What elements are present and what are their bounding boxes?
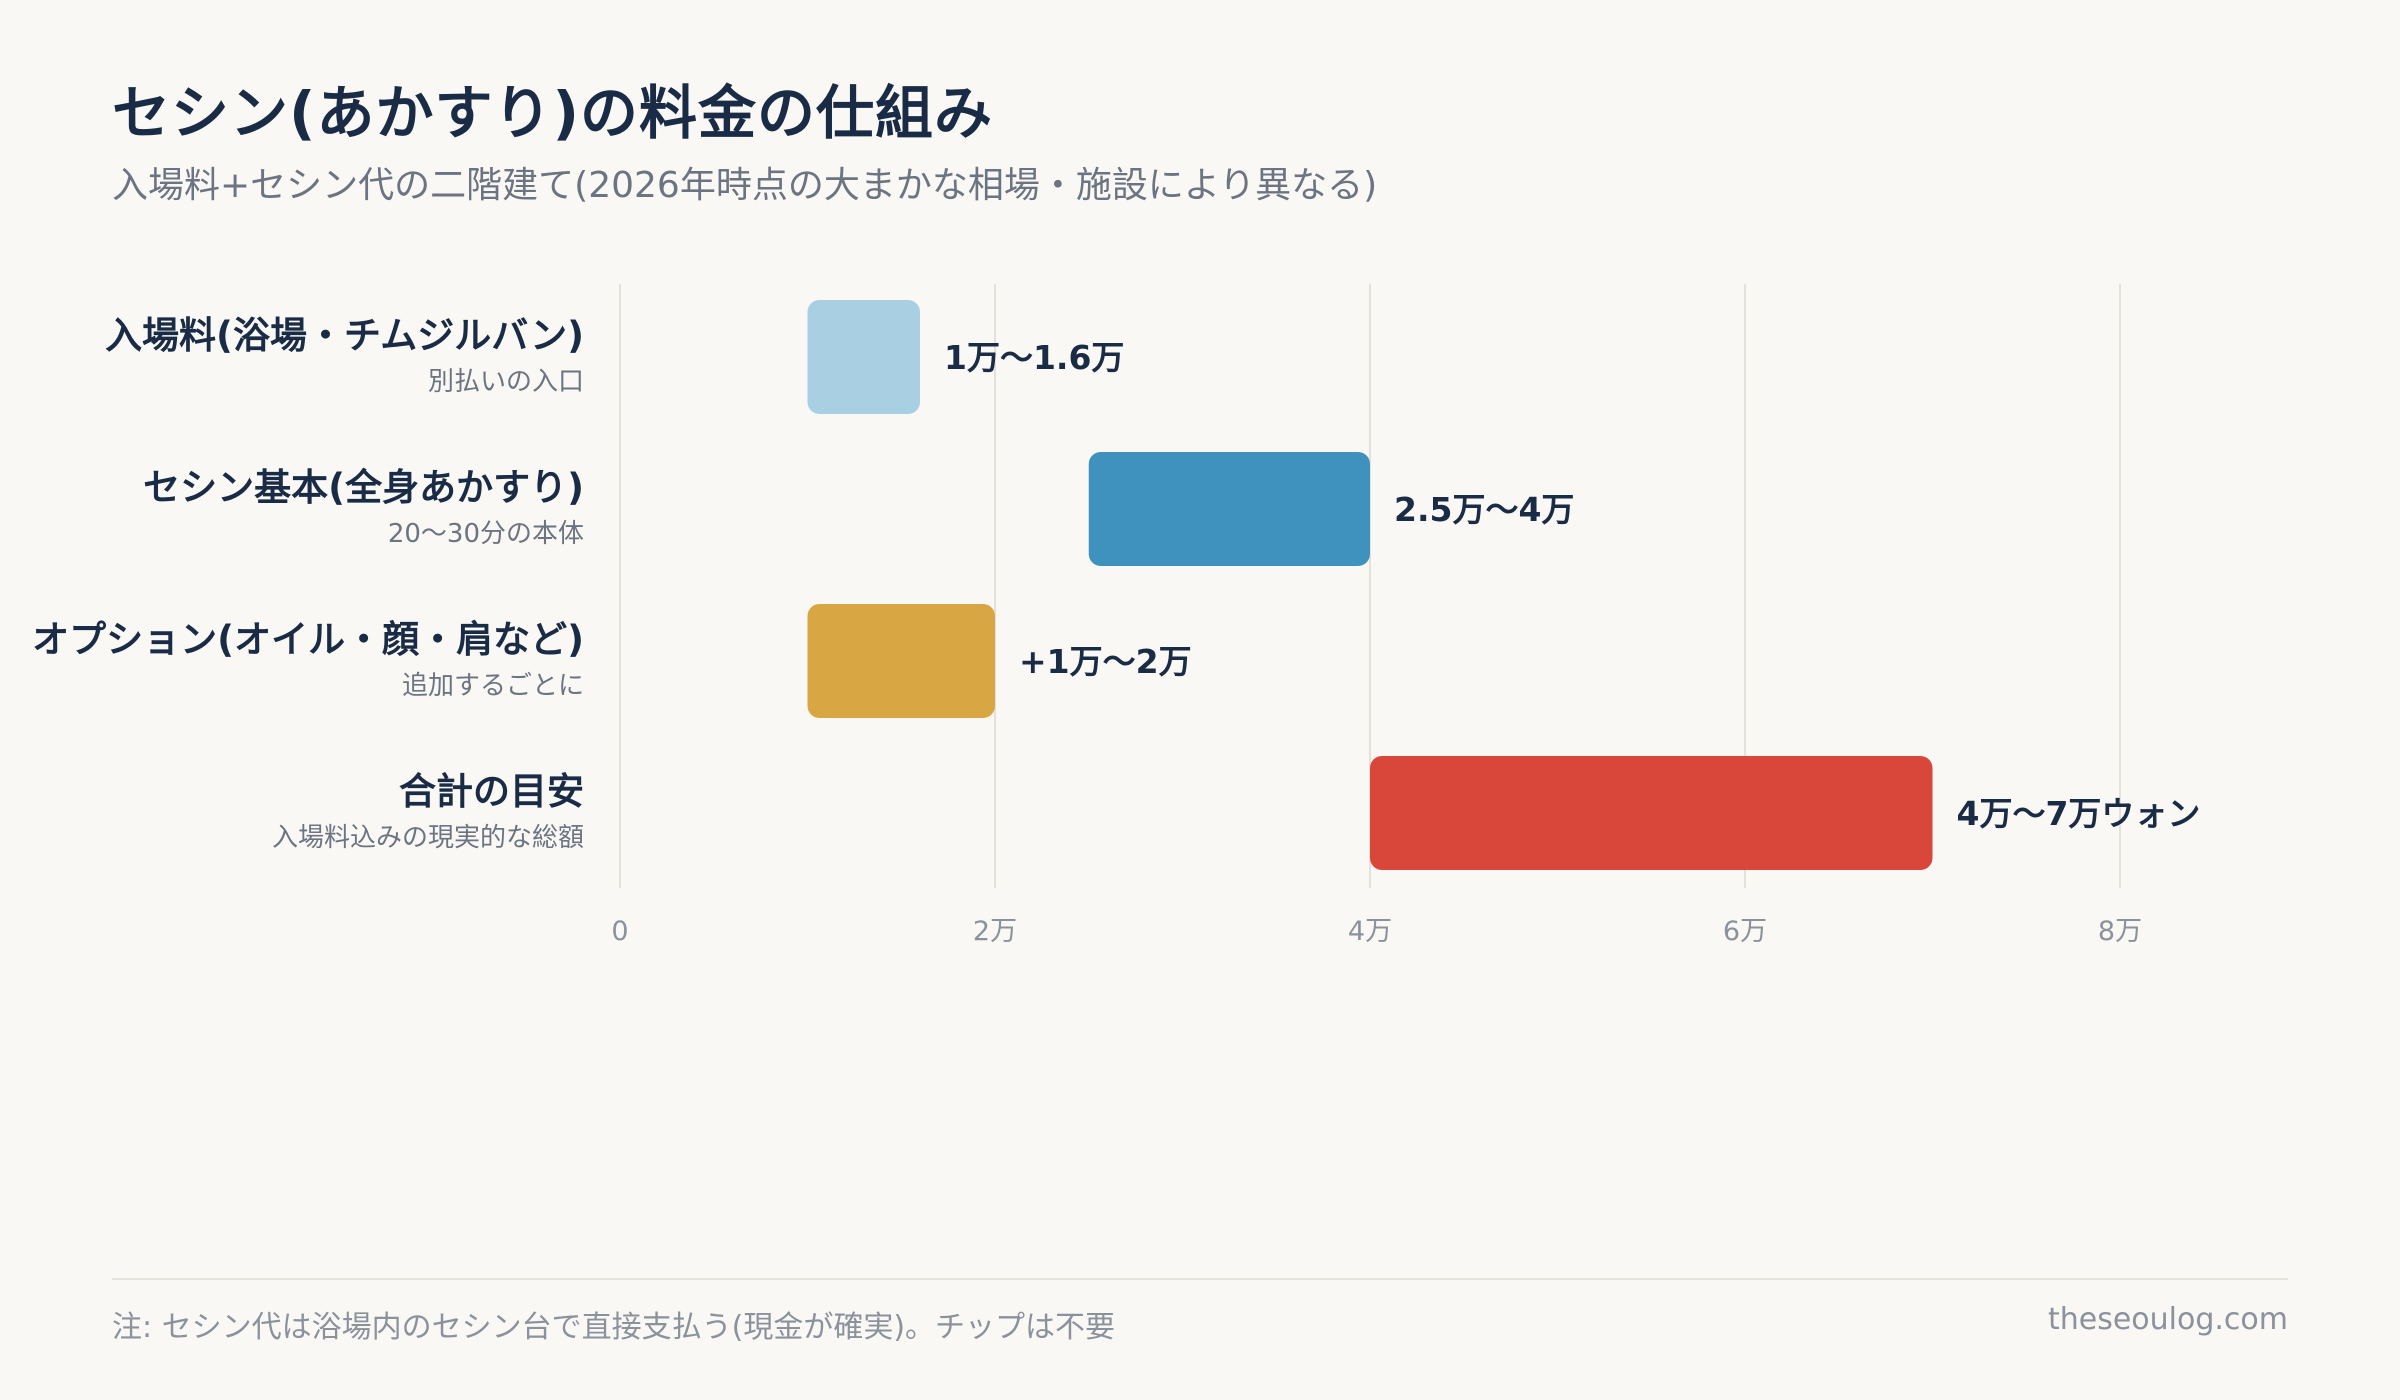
value-label-3: 4万〜7万ウォン — [1957, 794, 2201, 833]
footnote: 注: セシン代は浴場内のセシン台で直接支払う(現金が確実)。チップは不要 — [112, 1310, 1116, 1345]
category-label-2: オプション(オイル・顔・肩など) — [32, 618, 584, 661]
x-tick-label: 6万 — [1723, 916, 1767, 947]
bar-3[interactable] — [1370, 756, 1933, 870]
value-label-1: 2.5万〜4万 — [1394, 490, 1574, 529]
x-tick-label: 2万 — [973, 916, 1017, 947]
bar-0[interactable] — [807, 300, 921, 414]
category-sublabel-3: 入場料込みの現実的な総額 — [272, 823, 584, 853]
x-tick-label: 8万 — [2098, 916, 2142, 947]
category-sublabel-2: 追加するごとに — [402, 671, 584, 701]
chart-subtitle: 入場料+セシン代の二階建て(2026年時点の大まかな相場・施設により異なる) — [112, 165, 1378, 206]
value-label-0: 1万〜1.6万 — [944, 338, 1124, 377]
category-label-3: 合計の目安 — [399, 770, 584, 813]
category-label-0: 入場料(浴場・チムジルバン) — [105, 314, 584, 357]
range-bar-chart: 1万〜1.6万 2.5万〜4万 +1万〜2万 4万〜7万ウォン 入場料(浴場・チムジル… — [32, 284, 2201, 947]
category-sublabel-0: 別払いの入口 — [428, 367, 584, 397]
chart-title: セシン(あかすり)の料金の仕組み — [112, 79, 994, 147]
x-tick-label: 0 — [611, 916, 628, 947]
x-tick-label: 4万 — [1348, 916, 1392, 947]
source-credit[interactable]: theseoulog.com — [2047, 1302, 2288, 1337]
bar-1[interactable] — [1088, 452, 1370, 566]
bars: 1万〜1.6万 2.5万〜4万 +1万〜2万 4万〜7万ウォン — [807, 300, 2201, 870]
x-axis-ticks: 0 2万 4万 6万 8万 — [611, 916, 2142, 947]
footer-divider — [112, 1278, 2288, 1280]
category-label-1: セシン基本(全身あかすり) — [143, 466, 584, 509]
value-label-2: +1万〜2万 — [1019, 642, 1192, 681]
category-sublabel-1: 20〜30分の本体 — [388, 519, 584, 549]
bar-2[interactable] — [807, 604, 996, 718]
